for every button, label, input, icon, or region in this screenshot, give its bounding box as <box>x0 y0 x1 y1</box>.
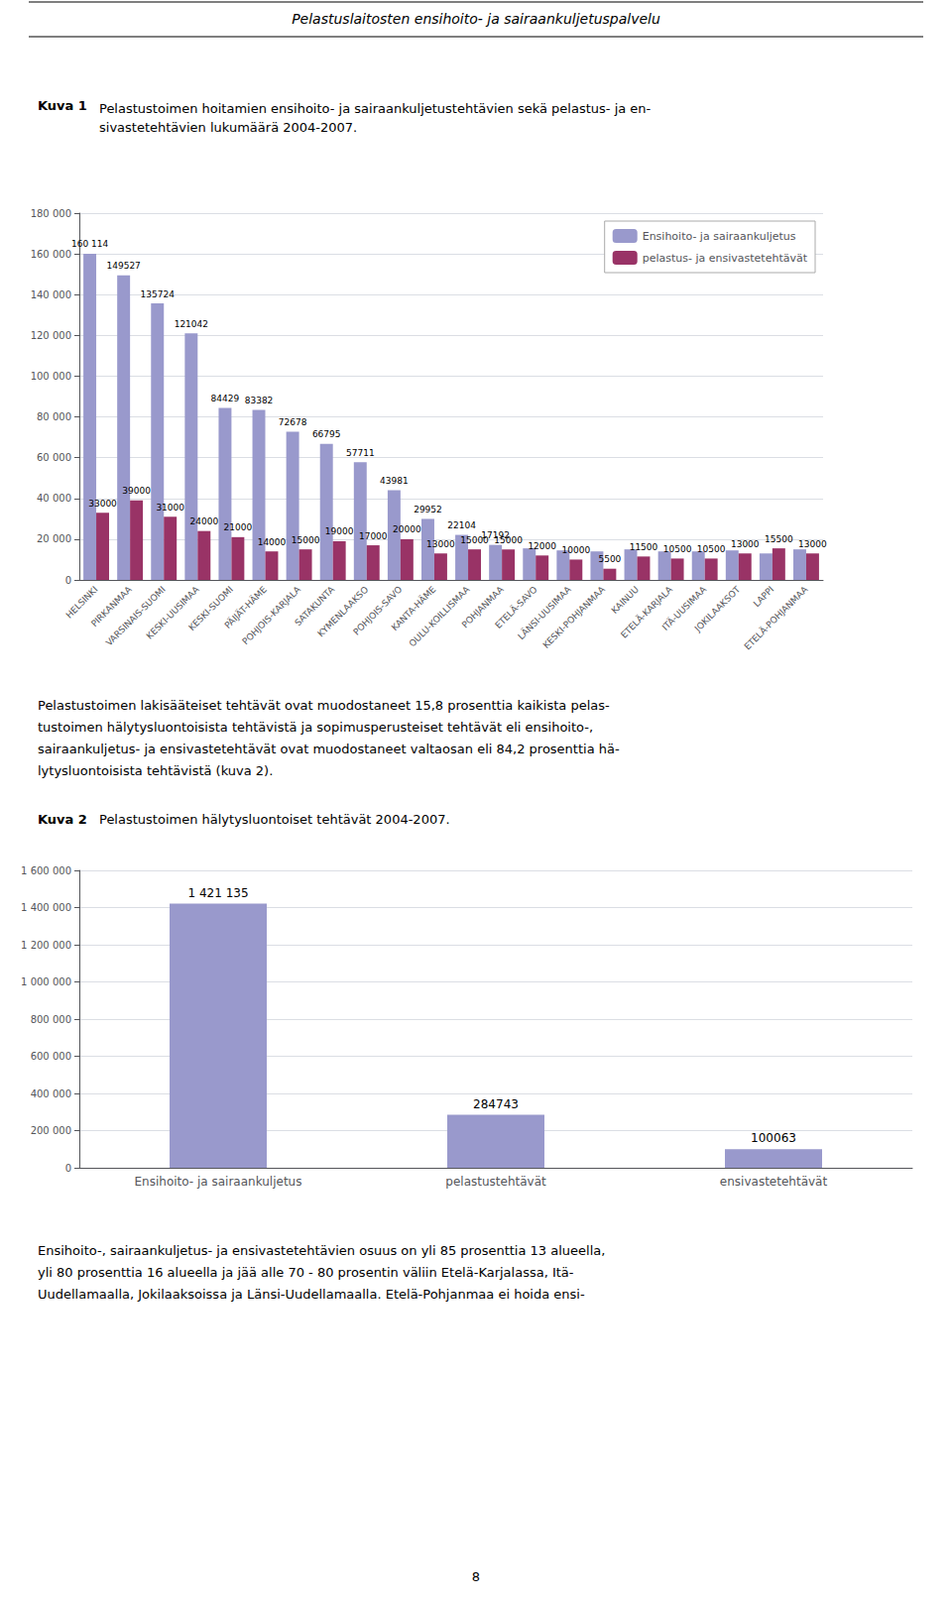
svg-text:40 000: 40 000 <box>36 492 72 504</box>
svg-text:ETELÄ-SAVO: ETELÄ-SAVO <box>493 584 540 631</box>
svg-text:10000: 10000 <box>561 545 591 556</box>
svg-text:13000: 13000 <box>730 539 760 550</box>
svg-text:LAPPI: LAPPI <box>751 584 777 609</box>
svg-text:180 000: 180 000 <box>30 208 72 220</box>
svg-text:33000: 33000 <box>88 498 118 509</box>
svg-text:83382: 83382 <box>244 395 274 406</box>
svg-text:1 000 000: 1 000 000 <box>20 976 72 988</box>
svg-text:13000: 13000 <box>426 539 456 550</box>
svg-text:Ensihoito- ja sairaankuljetus: Ensihoito- ja sairaankuljetus <box>642 230 797 243</box>
svg-text:KESKI-UUSIMAA: KESKI-UUSIMAA <box>144 584 202 642</box>
svg-text:lytysluontoisista tehtävistä (: lytysluontoisista tehtävistä (kuva 2). <box>37 763 273 779</box>
svg-text:10500: 10500 <box>663 544 693 555</box>
svg-text:100 000: 100 000 <box>30 370 72 382</box>
svg-text:sivastetehtävien lukumäärä 200: sivastetehtävien lukumäärä 2004-2007. <box>99 119 357 135</box>
svg-text:pelastustehtävät: pelastustehtävät <box>445 1175 547 1190</box>
svg-text:Kuva 2: Kuva 2 <box>37 812 88 828</box>
svg-text:14000: 14000 <box>257 537 287 548</box>
svg-text:160 114: 160 114 <box>71 238 109 249</box>
svg-text:20000: 20000 <box>392 524 422 535</box>
svg-text:POHJANMAA: POHJANMAA <box>459 584 506 631</box>
svg-text:8: 8 <box>472 1569 480 1585</box>
svg-text:200 000: 200 000 <box>30 1125 72 1137</box>
svg-text:120 000: 120 000 <box>30 330 72 342</box>
svg-text:yli 80 prosenttia 16 alueella: yli 80 prosenttia 16 alueella ja jää all… <box>37 1265 575 1281</box>
svg-text:15000: 15000 <box>493 535 523 546</box>
svg-text:SATAKUNTA: SATAKUNTA <box>292 584 337 629</box>
svg-text:15000: 15000 <box>460 535 489 546</box>
svg-text:KAINUU: KAINUU <box>609 584 641 615</box>
svg-text:800 000: 800 000 <box>30 1014 72 1026</box>
svg-text:ITÄ-UUSIMAA: ITÄ-UUSIMAA <box>660 584 709 633</box>
svg-text:39000: 39000 <box>121 485 151 496</box>
svg-text:OULU-KOILLISMAA: OULU-KOILLISMAA <box>407 584 474 650</box>
svg-text:160 000: 160 000 <box>30 248 72 260</box>
svg-text:10500: 10500 <box>697 544 726 555</box>
svg-text:sairaankuljetus- ja ensivastet: sairaankuljetus- ja ensivastetehtävät ov… <box>37 741 620 757</box>
svg-text:Kuva 1: Kuva 1 <box>37 98 88 114</box>
svg-text:11500: 11500 <box>629 542 659 553</box>
svg-text:15000: 15000 <box>291 535 321 546</box>
svg-text:400 000: 400 000 <box>30 1088 72 1100</box>
svg-text:POHJOIS-SAVO: POHJOIS-SAVO <box>351 584 405 638</box>
svg-text:60 000: 60 000 <box>36 452 72 464</box>
svg-text:80 000: 80 000 <box>36 411 72 423</box>
svg-text:Uudellamaalla, Jokilaaksoissa: Uudellamaalla, Jokilaaksoissa ja Länsi-U… <box>37 1287 586 1303</box>
svg-text:15500: 15500 <box>764 534 794 545</box>
svg-text:ETELÄ-POHJANMAA: ETELÄ-POHJANMAA <box>741 584 811 653</box>
svg-text:JOKILAAKSOT: JOKILAAKSOT <box>692 584 743 635</box>
svg-text:20 000: 20 000 <box>36 533 72 545</box>
svg-text:KESKI-SUOMI: KESKI-SUOMI <box>186 584 235 633</box>
svg-text:PIRKANMAA: PIRKANMAA <box>89 584 134 629</box>
svg-text:Pelastuslaitosten ensihoito- j: Pelastuslaitosten ensihoito- ja sairaank… <box>291 10 661 27</box>
svg-text:POHJOIS-KARJALA: POHJOIS-KARJALA <box>239 584 303 647</box>
svg-text:100063: 100063 <box>750 1131 797 1146</box>
svg-text:Pelastustoimen hälytysluontois: Pelastustoimen hälytysluontoiset tehtävä… <box>99 812 451 828</box>
svg-text:24000: 24000 <box>189 516 219 527</box>
svg-text:21000: 21000 <box>224 522 253 533</box>
svg-text:22104: 22104 <box>447 520 476 531</box>
svg-text:LÄNSI-UUSIMAA: LÄNSI-UUSIMAA <box>515 584 574 642</box>
svg-text:1 421 135: 1 421 135 <box>187 886 248 901</box>
svg-text:PÄIJÄT-HÄME: PÄIJÄT-HÄME <box>222 584 269 631</box>
svg-text:57711: 57711 <box>346 448 375 459</box>
svg-text:ETELÄ-KARJALA: ETELÄ-KARJALA <box>618 584 675 641</box>
svg-text:pelastus- ja ensivastetehtävät: pelastus- ja ensivastetehtävät <box>642 251 809 265</box>
svg-text:600 000: 600 000 <box>30 1051 72 1063</box>
svg-text:43981: 43981 <box>379 476 409 486</box>
svg-text:31000: 31000 <box>155 502 185 513</box>
svg-text:84429: 84429 <box>211 393 240 404</box>
svg-text:KANTA-HÄME: KANTA-HÄME <box>389 584 438 633</box>
svg-text:284743: 284743 <box>473 1097 519 1112</box>
svg-text:72678: 72678 <box>278 417 308 428</box>
svg-text:1 200 000: 1 200 000 <box>20 940 72 952</box>
svg-text:0: 0 <box>65 575 72 587</box>
svg-text:13000: 13000 <box>798 539 828 550</box>
svg-text:19000: 19000 <box>325 526 355 537</box>
svg-text:12000: 12000 <box>527 541 557 552</box>
svg-text:Pelastustoimen hoitamien ensih: Pelastustoimen hoitamien ensihoito- ja s… <box>99 101 652 117</box>
svg-text:135724: 135724 <box>140 289 176 300</box>
svg-text:1 600 000: 1 600 000 <box>20 865 72 877</box>
svg-text:140 000: 140 000 <box>30 289 72 301</box>
svg-text:66795: 66795 <box>312 429 342 440</box>
svg-text:17000: 17000 <box>358 531 388 542</box>
svg-text:ensivastetehtävät: ensivastetehtävät <box>719 1175 829 1190</box>
svg-text:VARSINAIS-SUOMI: VARSINAIS-SUOMI <box>104 584 168 648</box>
svg-text:HELSINKI: HELSINKI <box>63 584 100 620</box>
svg-text:Ensihoito- ja sairaankuljetus: Ensihoito- ja sairaankuljetus <box>134 1175 303 1190</box>
svg-text:1 400 000: 1 400 000 <box>20 902 72 914</box>
svg-text:0: 0 <box>65 1163 72 1175</box>
svg-text:tustoimen hälytysluontoisista: tustoimen hälytysluontoisista tehtävistä… <box>37 719 594 735</box>
svg-text:KESKI-POHJANMAA: KESKI-POHJANMAA <box>541 584 608 651</box>
svg-text:149527: 149527 <box>106 260 140 271</box>
svg-text:29952: 29952 <box>413 504 443 515</box>
svg-text:KYMENLAAKSO: KYMENLAAKSO <box>315 584 371 640</box>
svg-text:Pelastustoimen lakisääteiset t: Pelastustoimen lakisääteiset tehtävät ov… <box>37 698 610 714</box>
svg-text:121042: 121042 <box>174 319 209 330</box>
svg-text:5500: 5500 <box>597 554 621 565</box>
svg-text:Ensihoito-, sairaankuljetus- j: Ensihoito-, sairaankuljetus- ja ensivast… <box>37 1243 605 1259</box>
